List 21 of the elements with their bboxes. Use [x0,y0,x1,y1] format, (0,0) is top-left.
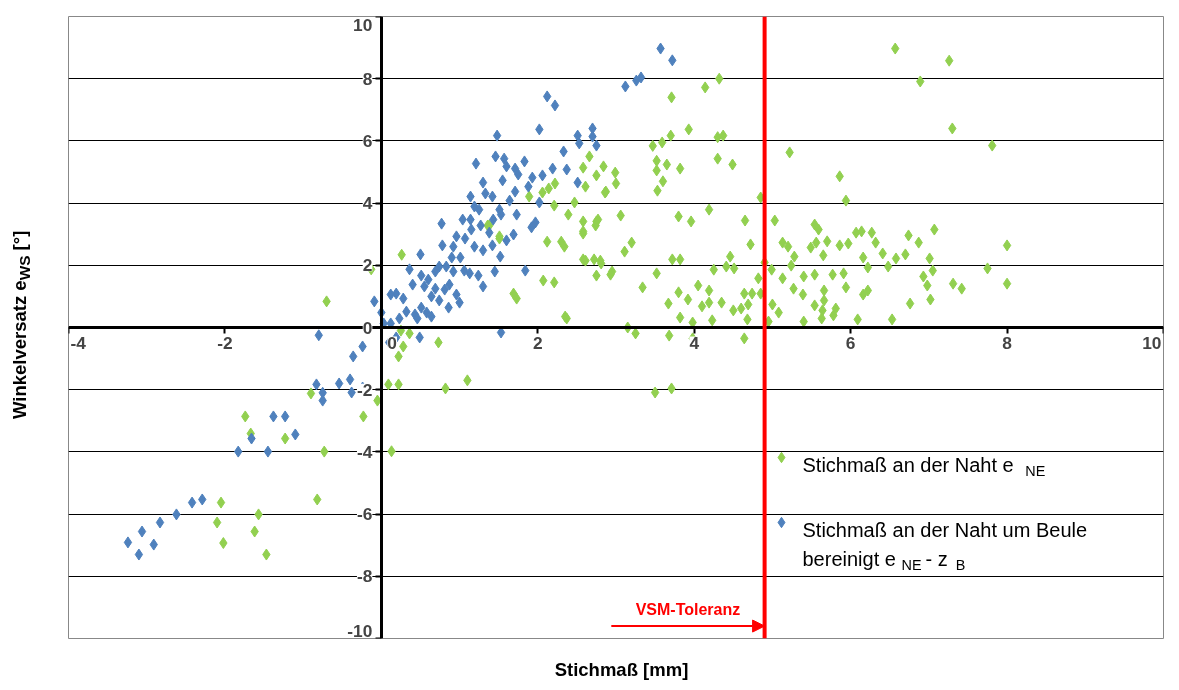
x-axis-title: Stichmaß [mm] [553,658,690,682]
ref-line-label: VSM-Toleranz [635,601,741,619]
x-tick-label: 4 [689,332,700,353]
y-tick-label: -6 [356,504,373,525]
x-tick-label: 10 [1142,332,1162,353]
x-tick-label: 2 [532,332,543,353]
y-tick-label: -8 [356,566,373,587]
x-tick-label: -2 [217,332,233,353]
x-tick-label: 8 [1002,332,1013,353]
y-tick-label: 4 [362,193,373,214]
y-tick-label: 6 [362,130,373,151]
y-tick-label: -4 [356,441,373,462]
y-tick-label: 10 [353,14,373,35]
x-tick-label: 0 [387,332,397,353]
y-tick-label: 2 [362,255,373,276]
x-tick-label: 6 [845,332,856,353]
y-tick-label: 0 [362,317,373,338]
y-tick-label: -2 [356,379,373,400]
y-tick-label: -10 [347,620,373,641]
x-tick-label: -4 [70,332,87,353]
y-tick-label: 8 [362,68,373,89]
